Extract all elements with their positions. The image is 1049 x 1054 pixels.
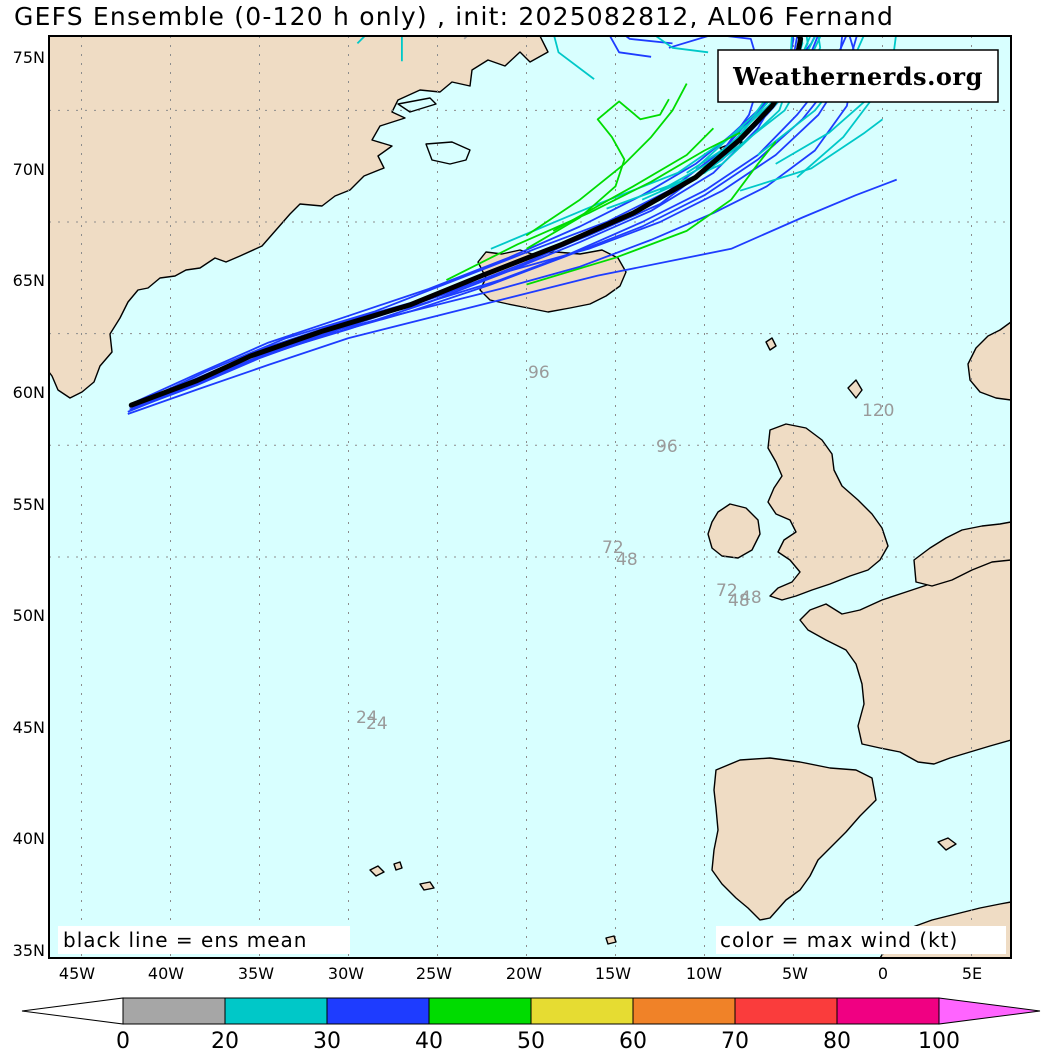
hour-label: 120 [862,401,894,421]
lon-label-5e: 5E [962,964,982,983]
member-track [552,127,715,232]
colorbar: 0 20 30 40 50 60 70 80 100 [21,997,1041,1054]
mean-note: black line = ens mean [63,928,308,952]
colorbar-bin [326,997,430,1025]
graticule [49,36,1011,958]
ireland-land [707,503,761,559]
ensemble-mean-track [128,36,804,408]
colorbar-arrow-right [938,997,1041,1025]
lat-label-65n: 65N [13,271,45,290]
greenland-fjord [425,141,471,165]
member-track [445,131,741,281]
member-track [526,98,670,250]
colorbar-tick-label: 80 [823,1029,851,1054]
member-track [127,36,844,413]
colorbar-tick-label: 20 [211,1029,239,1054]
balearic [937,837,957,851]
lon-label-25w: 25W [416,964,452,983]
member-track [130,36,857,411]
member-track [127,178,898,415]
greenland-fjord-2 [397,97,437,113]
forecast-hour-labels: 96 120 72 48 24 96 72 48 48 24 [356,363,894,734]
colorbar-bin [428,997,532,1025]
colorbar-tick-label: 60 [619,1029,647,1054]
latitude-labels: 75N 70N 65N 60N 55N 50N 45N 40N 35N [13,48,45,960]
longitude-labels: 45W 40W 35W 30W 25W 20W 15W 10W 5W 0 5E [59,964,982,983]
azores-3 [419,881,435,891]
hour-label: 48 [728,591,750,611]
lat-label-60n: 60N [13,383,45,402]
colorbar-bin [734,997,838,1025]
shetland-islands [847,379,863,399]
hour-label: 48 [740,588,762,608]
lat-label-75n: 75N [13,48,45,67]
colorbar-tick-label: 50 [517,1029,545,1054]
faroe-islands [765,337,777,351]
hour-label: 24 [366,714,388,734]
colorbar-tick-label: 70 [721,1029,749,1054]
colorbar-bin [530,997,634,1025]
greenland-land [49,36,549,399]
lat-label-40n: 40N [13,829,45,848]
member-track [490,36,822,250]
lon-label-10w: 10W [686,964,722,983]
lon-label-5w: 5W [782,964,808,983]
lat-label-50n: 50N [13,606,45,625]
colorbar-tick-label: 0 [116,1029,130,1054]
color-note: color = max wind (kt) [720,928,958,952]
mean-note-box: black line = ens mean [58,926,350,954]
hour-label: 96 [656,437,678,457]
plot-frame [48,35,1012,959]
hour-label: 24 [356,708,378,728]
lon-label-45w: 45W [59,964,95,983]
colorbar-arrow-left [21,997,124,1025]
colorbar-bin [836,997,940,1025]
colorbar-bin [224,997,328,1025]
madeira [605,935,617,945]
member-track [739,118,884,192]
member-track [525,83,688,237]
lat-label-45n: 45N [13,718,45,737]
france-land [799,555,1011,765]
lon-label-30w: 30W [328,964,364,983]
lon-label-40w: 40W [148,964,184,983]
lon-label-20w: 20W [506,964,542,983]
chart-title: GEFS Ensemble (0-120 h only) , init: 202… [14,2,895,31]
color-note-box: color = max wind (kt) [716,926,1006,954]
watermark-box: Weathernerds.org [717,49,999,103]
azores-2 [393,861,403,871]
member-track [401,36,804,201]
lon-label-15w: 15W [595,964,631,983]
lon-label-35w: 35W [238,964,274,983]
lat-label-55n: 55N [13,495,45,514]
azores-1 [369,865,385,877]
colorbar-tick-label: 100 [918,1029,960,1054]
lat-label-70n: 70N [13,160,45,179]
lon-label-0: 0 [878,964,888,983]
member-track [606,36,822,210]
hour-label: 72 [716,581,738,601]
hour-label: 96 [528,363,550,383]
netherlands-germany-land [913,521,1011,587]
colorbar-tick-label: 30 [313,1029,341,1054]
scandinavia-land [967,321,1011,401]
hour-label: 72 [602,538,624,558]
great-britain-land [767,423,889,601]
lat-label-35n: 35N [13,941,45,960]
colorbar-tick-label: 40 [415,1029,443,1054]
colorbar-bin [122,997,226,1025]
colorbar-bin [632,997,736,1025]
hour-label: 48 [616,550,638,570]
watermark-text: Weathernerds.org [732,62,983,91]
member-track [526,141,777,286]
